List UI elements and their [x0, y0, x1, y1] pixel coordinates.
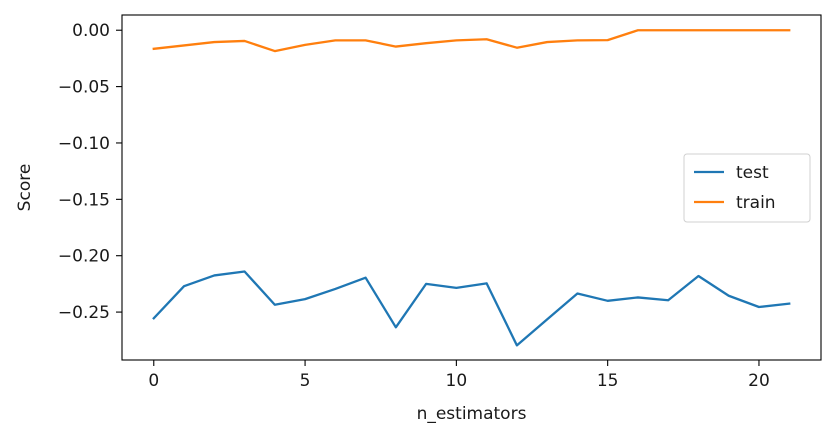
series-line-test — [152, 270, 791, 347]
x-axis-label: n_estimators — [417, 404, 527, 424]
legend: test train — [683, 153, 811, 223]
x-tick-label: 0 — [148, 371, 159, 391]
y-tick-label: 0.00 — [72, 21, 110, 41]
y-tick-label: −0.15 — [58, 190, 110, 210]
y-tick-label: −0.20 — [58, 247, 110, 267]
legend-label-test: test — [736, 163, 769, 183]
y-tick-label: −0.25 — [58, 303, 110, 323]
y-axis-label: Score — [15, 164, 35, 212]
plot-frame — [121, 14, 822, 361]
x-tick-label: 20 — [748, 371, 770, 391]
x-tick-label: 10 — [446, 371, 468, 391]
series-line-train — [152, 29, 791, 53]
axes-layer: 0 5 10 15 20 0.00 −0.05 −0.10 −0.15 −0.20 −0.25 — [58, 21, 770, 391]
x-tick-label: 5 — [300, 371, 311, 391]
y-tick-label: −0.05 — [58, 78, 110, 98]
x-tick-label: 15 — [597, 371, 619, 391]
series-layer — [152, 29, 791, 347]
y-tick-label: −0.10 — [58, 134, 110, 154]
legend-label-train: train — [736, 193, 776, 213]
